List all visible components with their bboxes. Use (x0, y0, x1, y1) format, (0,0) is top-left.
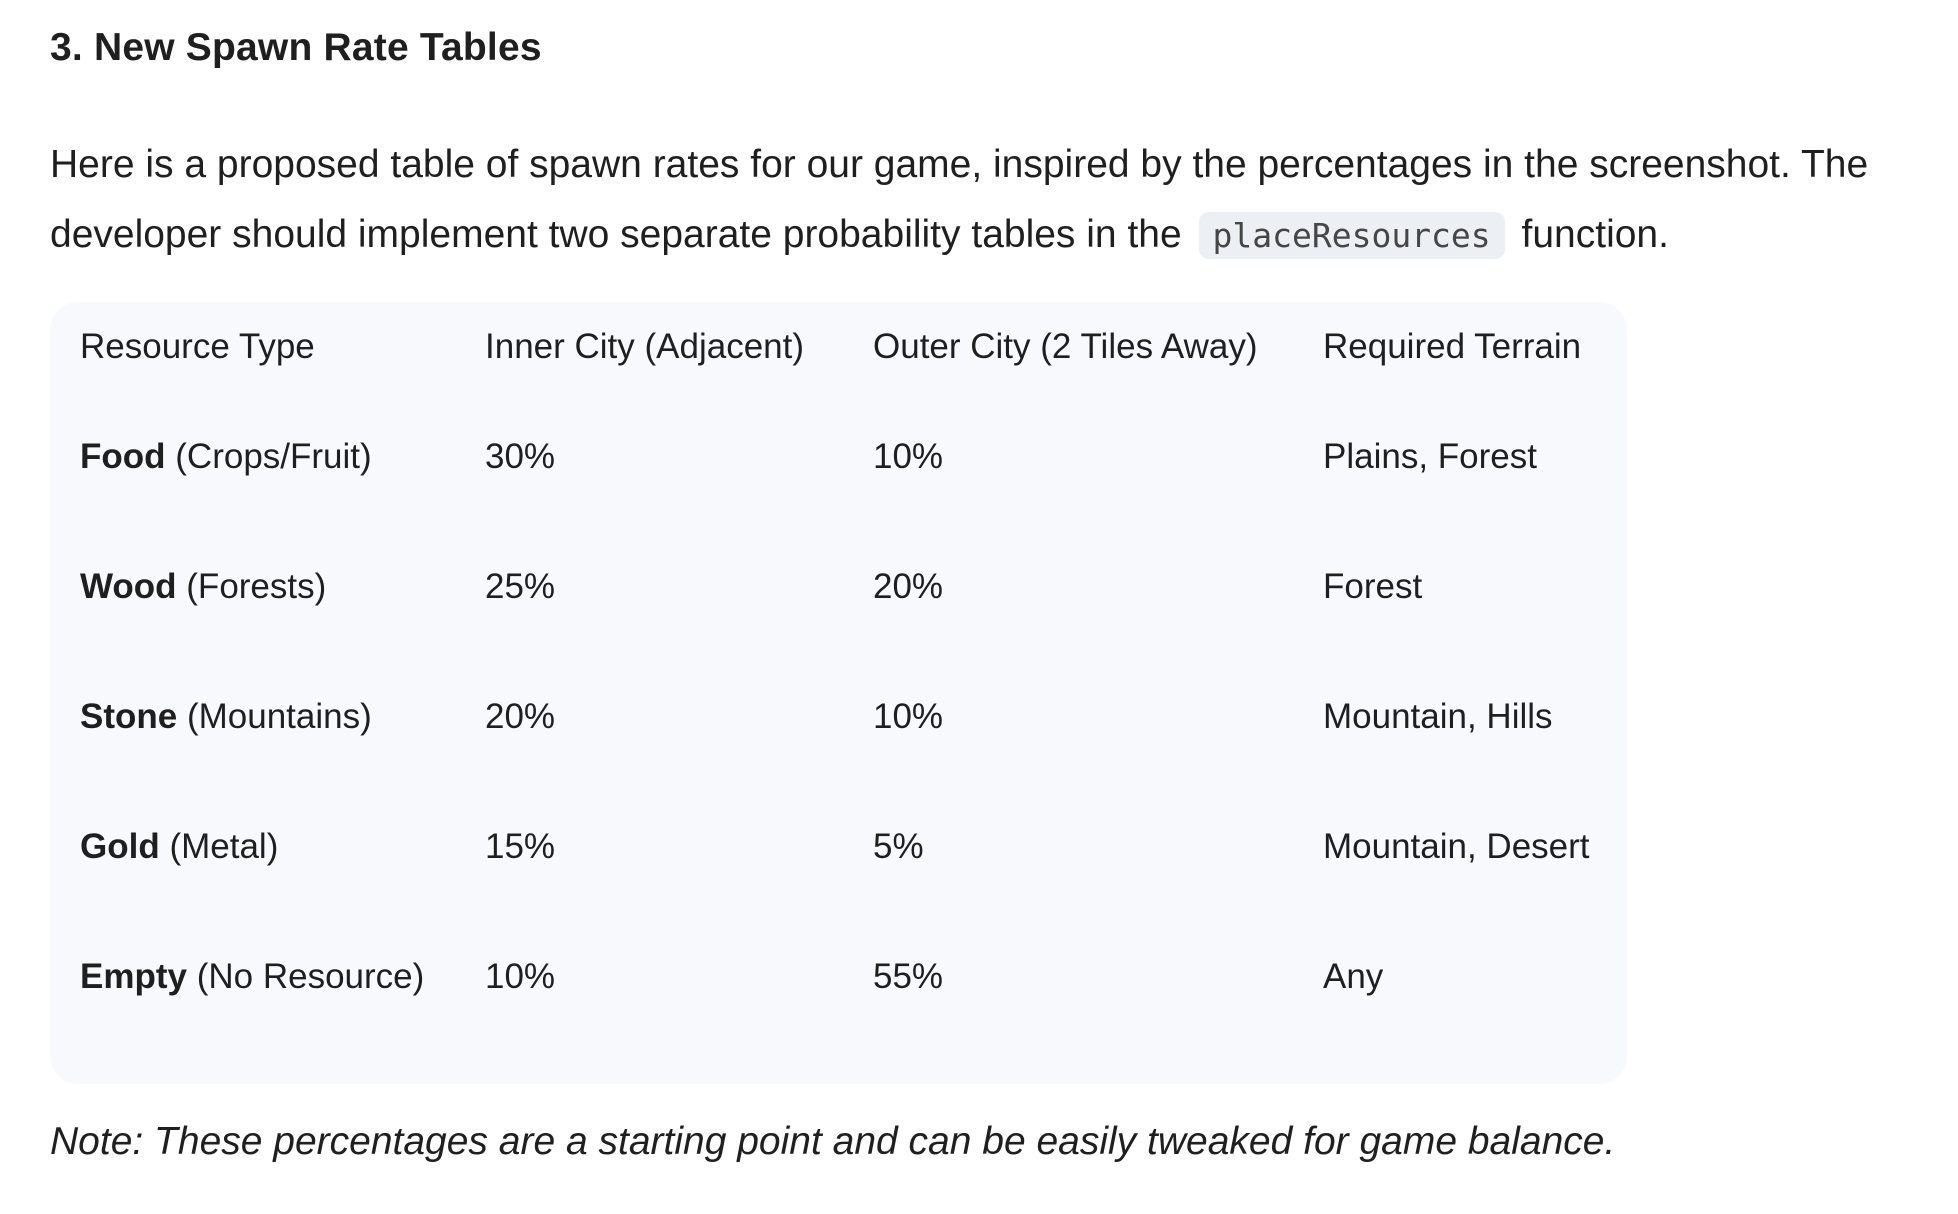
inner-city-cell: 20% (485, 697, 556, 736)
resource-detail: (Forests) (186, 567, 327, 606)
table-row: Wood (Forests) 25% 20% Forest (80, 522, 1623, 652)
outer-city-cell: 20% (873, 567, 944, 606)
inline-code: placeResources (1198, 212, 1505, 259)
resource-detail: (Mountains) (186, 697, 372, 736)
resource-name: Gold (80, 827, 160, 866)
intro-line-2-text: developer should implement two separate … (50, 213, 1182, 256)
resource-type-cell: Wood (Forests) (80, 522, 485, 652)
section-heading: 3. New Spawn Rate Tables (50, 26, 542, 69)
terrain-cell: Mountain, Hills (1323, 697, 1553, 736)
resource-type-cell: Stone (Mountains) (80, 652, 485, 782)
header-inner-city: Inner City (Adjacent) (485, 327, 805, 366)
table-row: Food (Crops/Fruit) 30% 10% Plains, Fores… (80, 392, 1623, 522)
terrain-cell: Mountain, Desert (1323, 827, 1590, 866)
resource-detail: (Crops/Fruit) (175, 437, 372, 476)
table-row: Stone (Mountains) 20% 10% Mountain, Hill… (80, 652, 1623, 782)
resource-type-cell: Empty (No Resource) (80, 912, 485, 1042)
inner-city-cell: 25% (485, 567, 556, 606)
header-resource-type: Resource Type (80, 327, 315, 366)
terrain-cell: Forest (1323, 567, 1423, 606)
terrain-cell: Plains, Forest (1323, 437, 1537, 476)
inner-city-cell: 30% (485, 437, 556, 476)
header-outer-city: Outer City (2 Tiles Away) (873, 327, 1258, 366)
intro-paragraph: Here is a proposed table of spawn rates … (50, 130, 1940, 271)
inner-city-cell: 10% (485, 957, 556, 996)
table-row: Empty (No Resource) 10% 55% Any (80, 912, 1623, 1042)
outer-city-cell: 10% (873, 437, 944, 476)
resource-detail: (No Resource) (196, 957, 425, 996)
intro-line-2-end: function. (1521, 213, 1669, 256)
spawn-rate-table-container: Resource Type Inner City (Adjacent) Oute… (50, 302, 1627, 1084)
resource-type-cell: Gold (Metal) (80, 782, 485, 912)
intro-line-2: developer should implement two separate … (50, 200, 1940, 271)
table-row: Gold (Metal) 15% 5% Mountain, Desert (80, 782, 1623, 912)
resource-name: Empty (80, 957, 187, 996)
resource-detail: (Metal) (169, 827, 279, 866)
inner-city-cell: 15% (485, 827, 556, 866)
spawn-rate-table: Resource Type Inner City (Adjacent) Oute… (80, 302, 1623, 1042)
terrain-cell: Any (1323, 957, 1384, 996)
intro-line-1: Here is a proposed table of spawn rates … (50, 143, 1869, 186)
table-header-row: Resource Type Inner City (Adjacent) Oute… (80, 302, 1623, 392)
outer-city-cell: 5% (873, 827, 924, 866)
resource-name: Wood (80, 567, 177, 606)
resource-name: Food (80, 437, 166, 476)
balance-note: Note: These percentages are a starting p… (50, 1120, 1616, 1163)
resource-name: Stone (80, 697, 178, 736)
resource-type-cell: Food (Crops/Fruit) (80, 392, 485, 522)
header-required-terrain: Required Terrain (1323, 327, 1582, 366)
outer-city-cell: 55% (873, 957, 944, 996)
outer-city-cell: 10% (873, 697, 944, 736)
